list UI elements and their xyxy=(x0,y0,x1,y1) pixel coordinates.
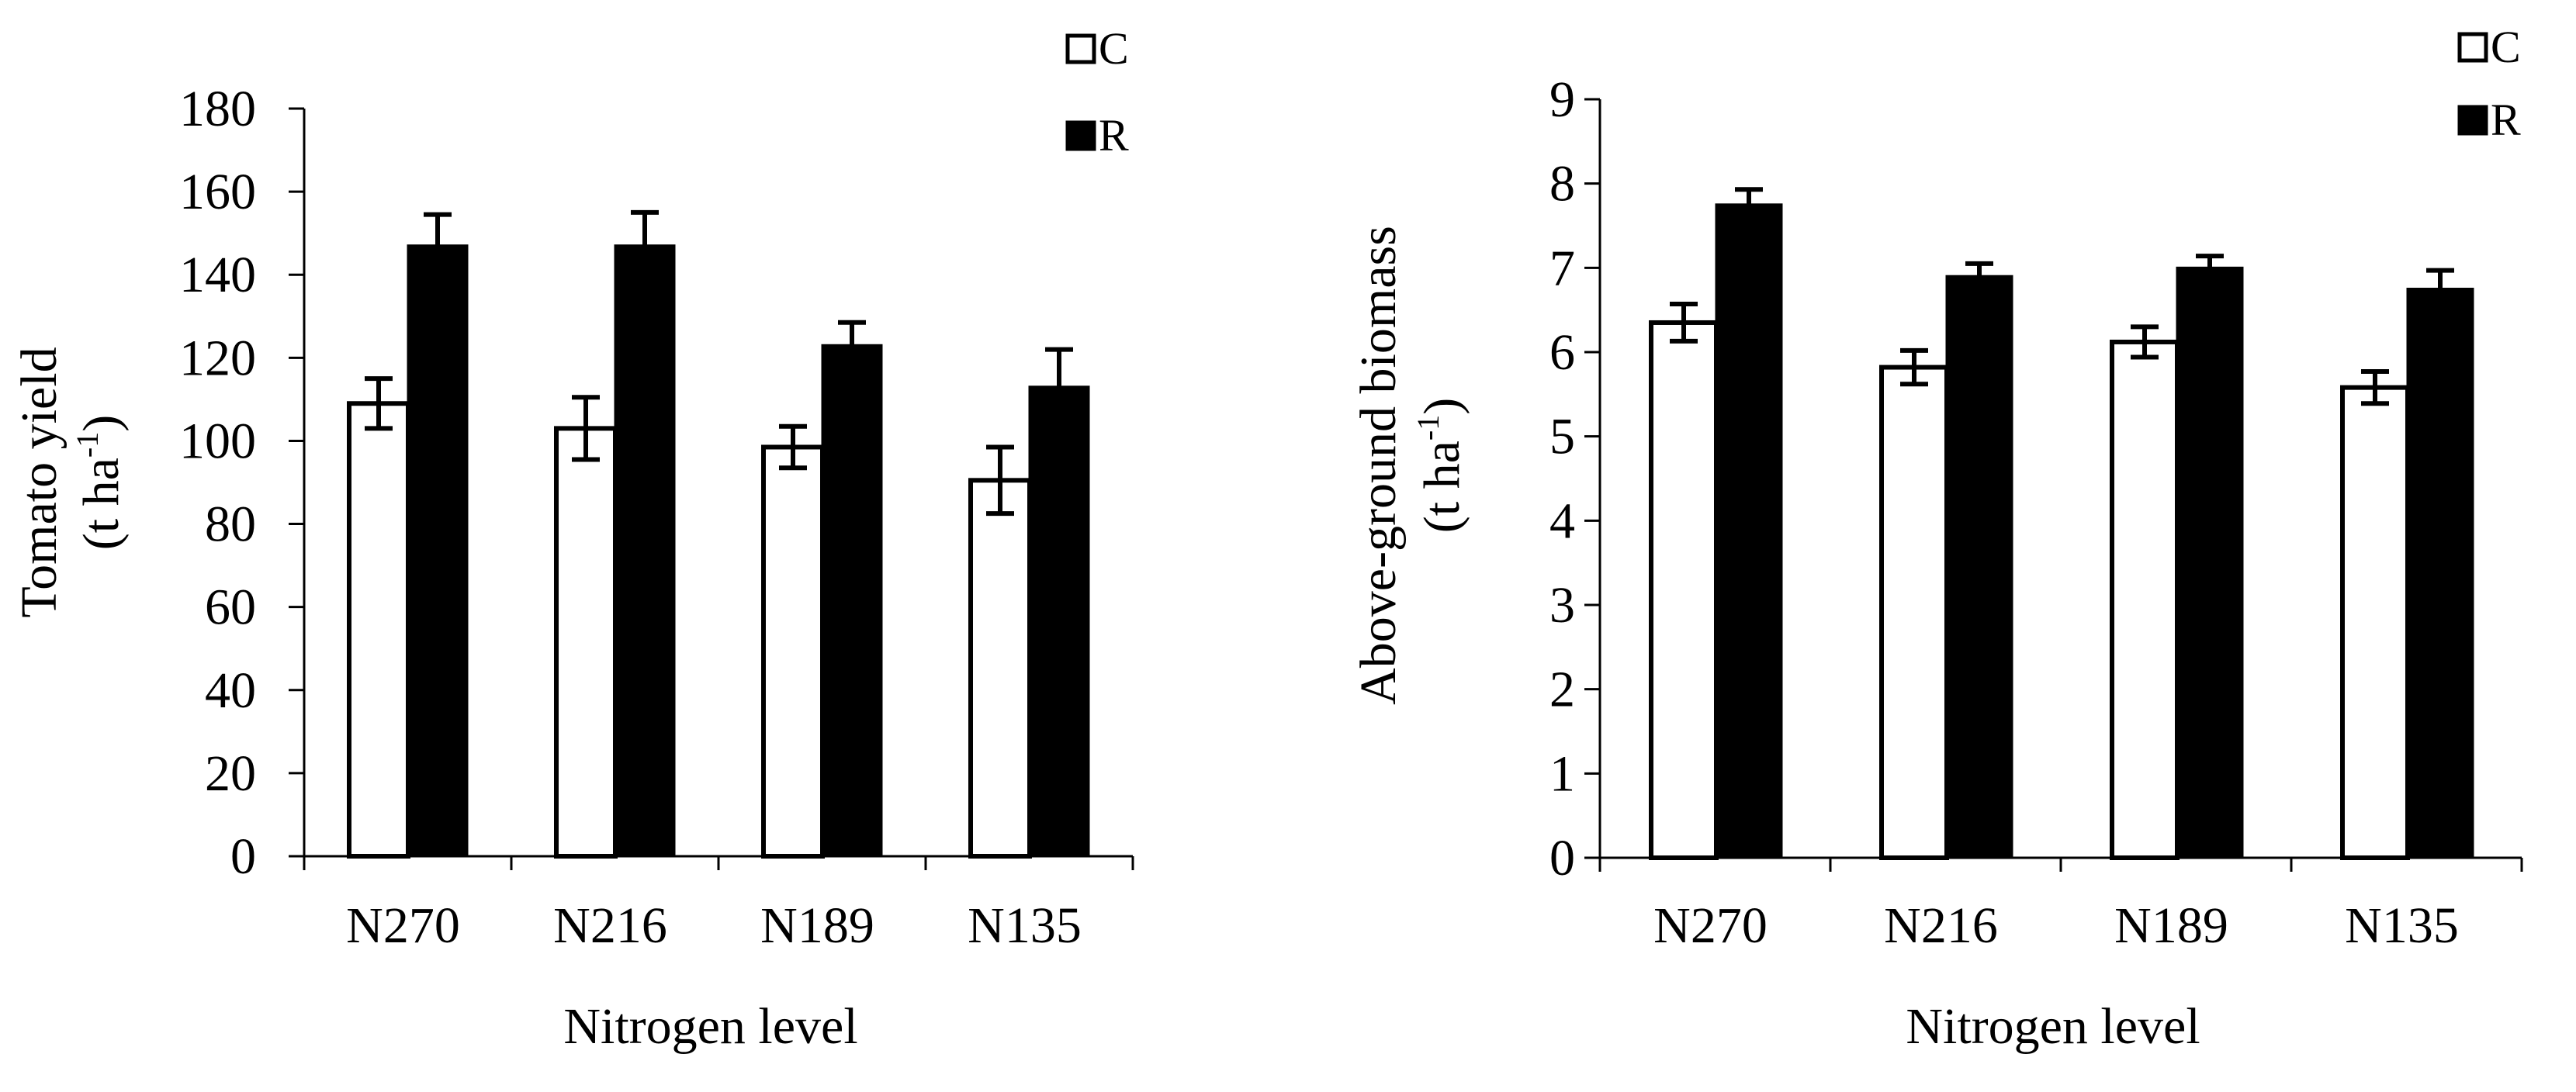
tomato-yield-chart: 0 20 40 60 80 100 120 140 160 180 N270 N216 N189 N135… xyxy=(11,23,1134,1055)
y-tick-label: 5 xyxy=(1549,409,1575,465)
bar-r-n216 xyxy=(1945,275,2013,859)
y-tick-label: 160 xyxy=(179,164,256,220)
bar-c-n270 xyxy=(1649,320,1719,860)
y-tick-label: 6 xyxy=(1549,324,1575,381)
y-tick-label: 40 xyxy=(205,662,256,719)
x-tick-label: N135 xyxy=(2345,897,2459,954)
legend-swatch-r xyxy=(2457,105,2488,136)
y-tick-label: 100 xyxy=(179,413,256,469)
bar-c-n135 xyxy=(2340,385,2410,860)
biomass-chart: 0 1 2 3 4 5 6 7 8 9 N270 N216 N189 N135 Above-ground b… xyxy=(1350,22,2523,1055)
y-tick-label: 7 xyxy=(1549,240,1575,296)
y-tick-label: 140 xyxy=(179,247,256,303)
bar-r-n270 xyxy=(1715,203,1783,859)
x-tick-label: N270 xyxy=(346,897,460,954)
y-tick-label: 60 xyxy=(205,579,256,636)
bar-c-n135 xyxy=(968,478,1032,859)
bar-r-n270 xyxy=(407,244,469,858)
bar-c-n216 xyxy=(554,426,618,859)
y-tick-label: 1 xyxy=(1549,745,1575,802)
legend-swatch-r xyxy=(1065,120,1096,151)
y-tick-label: 80 xyxy=(205,496,256,553)
x-tick-label: N135 xyxy=(968,897,1082,954)
x-tick-label: N189 xyxy=(2114,897,2228,954)
y-axis-title: Above-ground biomass xyxy=(1350,226,1407,705)
x-tick-label: N189 xyxy=(760,897,874,954)
y-axis-unit: (t ha-1) xyxy=(70,415,130,550)
legend-label-c: C xyxy=(2491,22,2521,72)
y-tick-label: 9 xyxy=(1549,71,1575,128)
bar-c-n189 xyxy=(2110,339,2180,860)
bar-r-n189 xyxy=(2176,266,2244,859)
bar-r-n189 xyxy=(821,344,883,858)
y-tick-label: 3 xyxy=(1549,577,1575,634)
x-tick-label: N216 xyxy=(1884,897,1998,954)
y-tick-label: 180 xyxy=(179,81,256,137)
y-tick-label: 0 xyxy=(1549,830,1575,886)
x-axis-title: Nitrogen level xyxy=(1906,998,2200,1055)
x-tick-label: N216 xyxy=(553,897,667,954)
legend-label-r: R xyxy=(1099,110,1129,161)
x-axis-title: Nitrogen level xyxy=(563,998,857,1055)
bar-c-n270 xyxy=(347,401,410,859)
legend-swatch-c xyxy=(2457,32,2488,63)
y-axis-title: Tomato yield xyxy=(11,347,68,617)
bar-r-n216 xyxy=(614,244,676,858)
y-tick-label: 120 xyxy=(179,330,256,386)
legend-label-r: R xyxy=(2491,95,2521,145)
legend-label-c: C xyxy=(1099,23,1129,74)
bar-r-n135 xyxy=(1028,385,1090,858)
bar-r-n135 xyxy=(2406,288,2474,859)
bar-c-n216 xyxy=(1879,365,1949,860)
legend-swatch-c xyxy=(1065,33,1096,64)
y-tick-label: 8 xyxy=(1549,156,1575,213)
y-tick-label: 4 xyxy=(1549,492,1575,549)
y-tick-label: 2 xyxy=(1549,662,1575,718)
x-tick-label: N270 xyxy=(1653,897,1768,954)
bar-c-n189 xyxy=(761,444,825,859)
y-tick-label: 0 xyxy=(230,828,256,885)
y-axis-unit: (t ha-1) xyxy=(1411,398,1470,533)
y-tick-label: 20 xyxy=(205,745,256,802)
